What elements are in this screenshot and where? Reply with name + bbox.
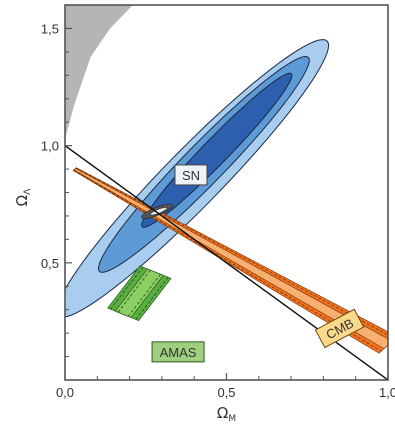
y-tick-label-1: 1,0 [41,139,59,154]
cmb-dashed-line-0 [73,169,382,352]
cmb-dashed-line-1 [75,167,388,336]
y-axis-label: ΩΛ [13,188,33,206]
excluded-region [65,5,133,139]
amas-label: AMAS [160,345,197,360]
amas-label-box [151,341,205,363]
axes: 0,0 0,5 1,0 0,5 1,0 1,5 ΩM ΩΛ [13,4,395,424]
cmb-label-box [314,308,365,349]
amas-label-group: AMAS [151,341,205,363]
amas-dashed-line-3 [135,277,169,320]
combined-contour-level-1 [149,207,168,216]
x-tick-label-0: 0,0 [56,385,74,400]
amas-dashed-line-1 [117,269,151,313]
sn-label: SN [182,168,200,183]
x-axis-label: ΩM [217,404,236,424]
sn-contour-level-1 [141,72,293,228]
amas-band-level-1 [114,268,164,318]
y-tick-label-0: 0,5 [41,256,59,271]
sn-label-box [174,164,208,186]
amas-dashed-line-2 [127,273,161,317]
amas-dashed-line-0 [110,266,144,310]
sn-label-group: SN [174,164,208,186]
x-tick-label-1: 0,5 [217,385,235,400]
x-tick-label-2: 1,0 [379,385,395,400]
y-tick-label-2: 1,5 [41,21,59,36]
